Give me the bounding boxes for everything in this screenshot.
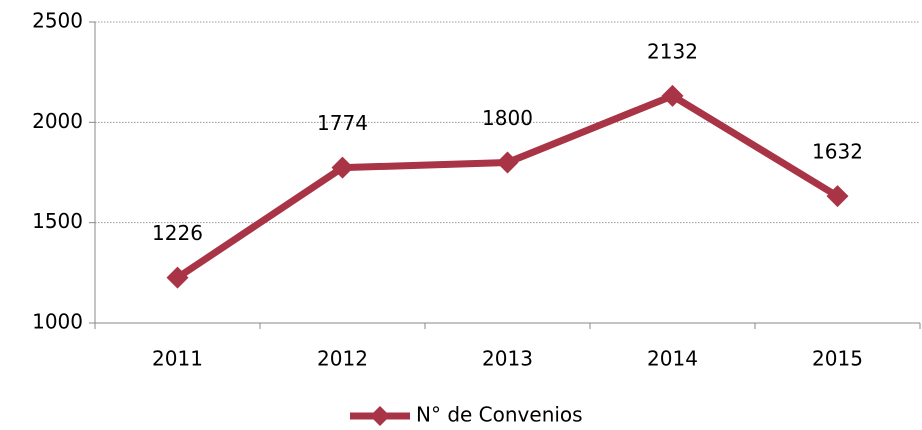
data-label: 1226 (152, 221, 203, 245)
data-label: 1800 (482, 106, 533, 130)
marker (661, 84, 684, 107)
x-tick-label: 2013 (482, 347, 533, 371)
legend-marker (370, 406, 390, 426)
y-tick-label: 1000 (32, 310, 83, 334)
y-tick-label: 1500 (32, 209, 83, 233)
y-tick-label: 2000 (32, 109, 83, 133)
y-tick-label: 2500 (32, 9, 83, 33)
x-tick-label: 2015 (812, 347, 863, 371)
marker (826, 185, 849, 208)
marker (496, 151, 519, 174)
data-label: 1632 (812, 140, 863, 164)
x-tick-label: 2014 (647, 347, 698, 371)
x-tick-label: 2012 (317, 347, 368, 371)
data-label: 2132 (647, 39, 698, 63)
legend-label: N° de Convenios (416, 403, 583, 427)
marker (331, 156, 354, 179)
data-label: 1774 (317, 111, 368, 135)
marker (166, 266, 189, 289)
x-tick-label: 2011 (152, 347, 203, 371)
